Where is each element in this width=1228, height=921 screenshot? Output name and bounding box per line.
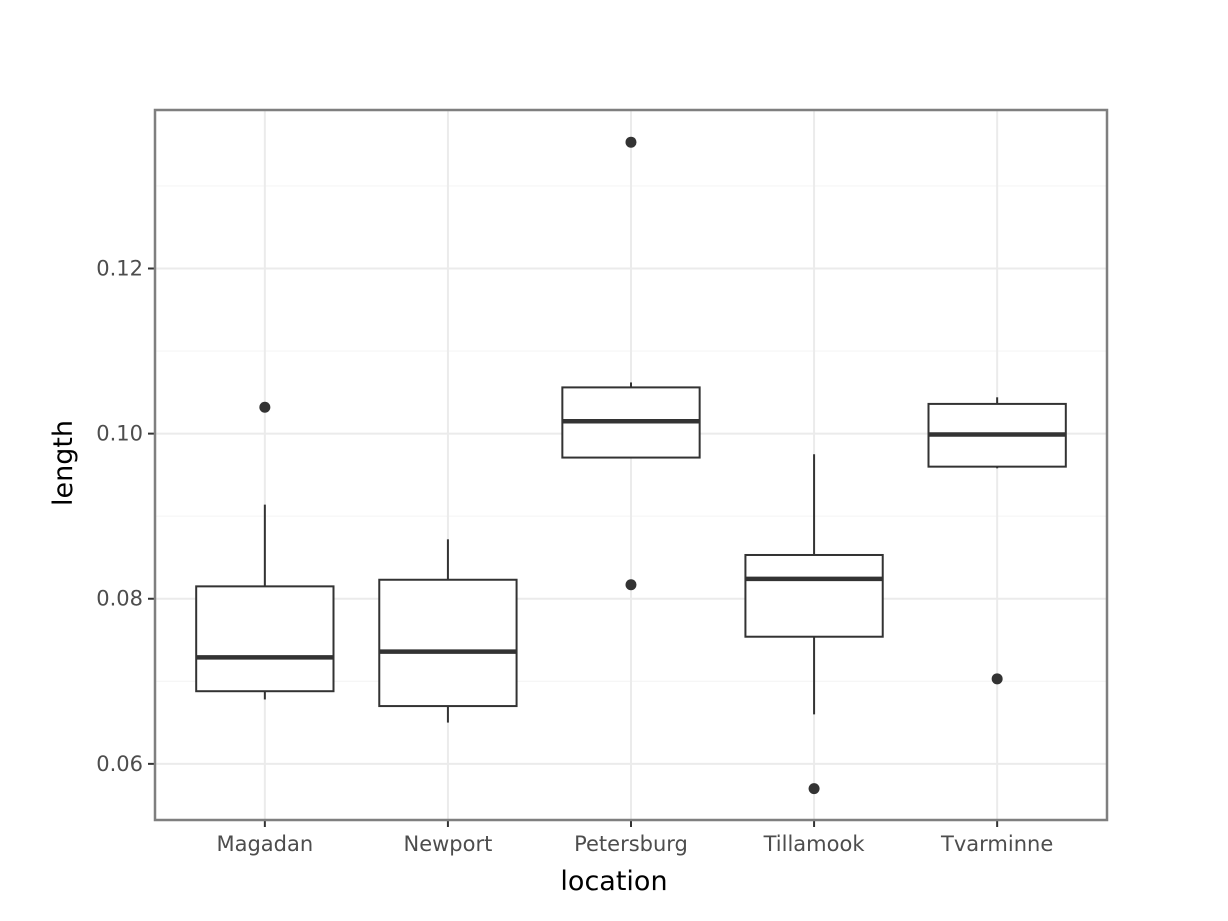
outlier-point <box>259 401 271 413</box>
box-tvarminne <box>927 397 1067 685</box>
outlier-point <box>625 579 637 591</box>
box-magadan <box>195 401 335 700</box>
y-axis: 0.06 0.08 0.10 0.12 <box>96 257 155 776</box>
x-tick-label: Magadan <box>216 832 313 856</box>
x-tick-label: Petersburg <box>574 832 688 856</box>
y-tick-label: 0.12 <box>96 257 143 281</box>
x-tick-label: Newport <box>403 832 492 856</box>
x-axis-title: location <box>560 866 667 897</box>
y-tick-label: 0.08 <box>96 587 143 611</box>
boxplot-series <box>195 136 1067 795</box>
x-tick-label: Tillamook <box>763 832 866 856</box>
x-axis: Magadan Newport Petersburg Tillamook Tvarmin… <box>216 820 1053 856</box>
box-iqr <box>195 585 335 693</box>
box-iqr <box>378 578 518 708</box>
box-tillamook <box>744 454 884 795</box>
x-tick-label: Tvarminne <box>940 832 1053 856</box>
box-petersburg <box>561 136 701 591</box>
y-tick-label: 0.10 <box>96 422 143 446</box>
y-axis-title: length <box>48 420 79 506</box>
outlier-point <box>808 783 820 795</box>
box-iqr <box>744 553 884 638</box>
outlier-point <box>625 136 637 148</box>
panel-border <box>153 108 1109 822</box>
box-newport <box>378 539 518 723</box>
y-tick-label: 0.06 <box>96 752 143 776</box>
outlier-point <box>991 673 1003 685</box>
